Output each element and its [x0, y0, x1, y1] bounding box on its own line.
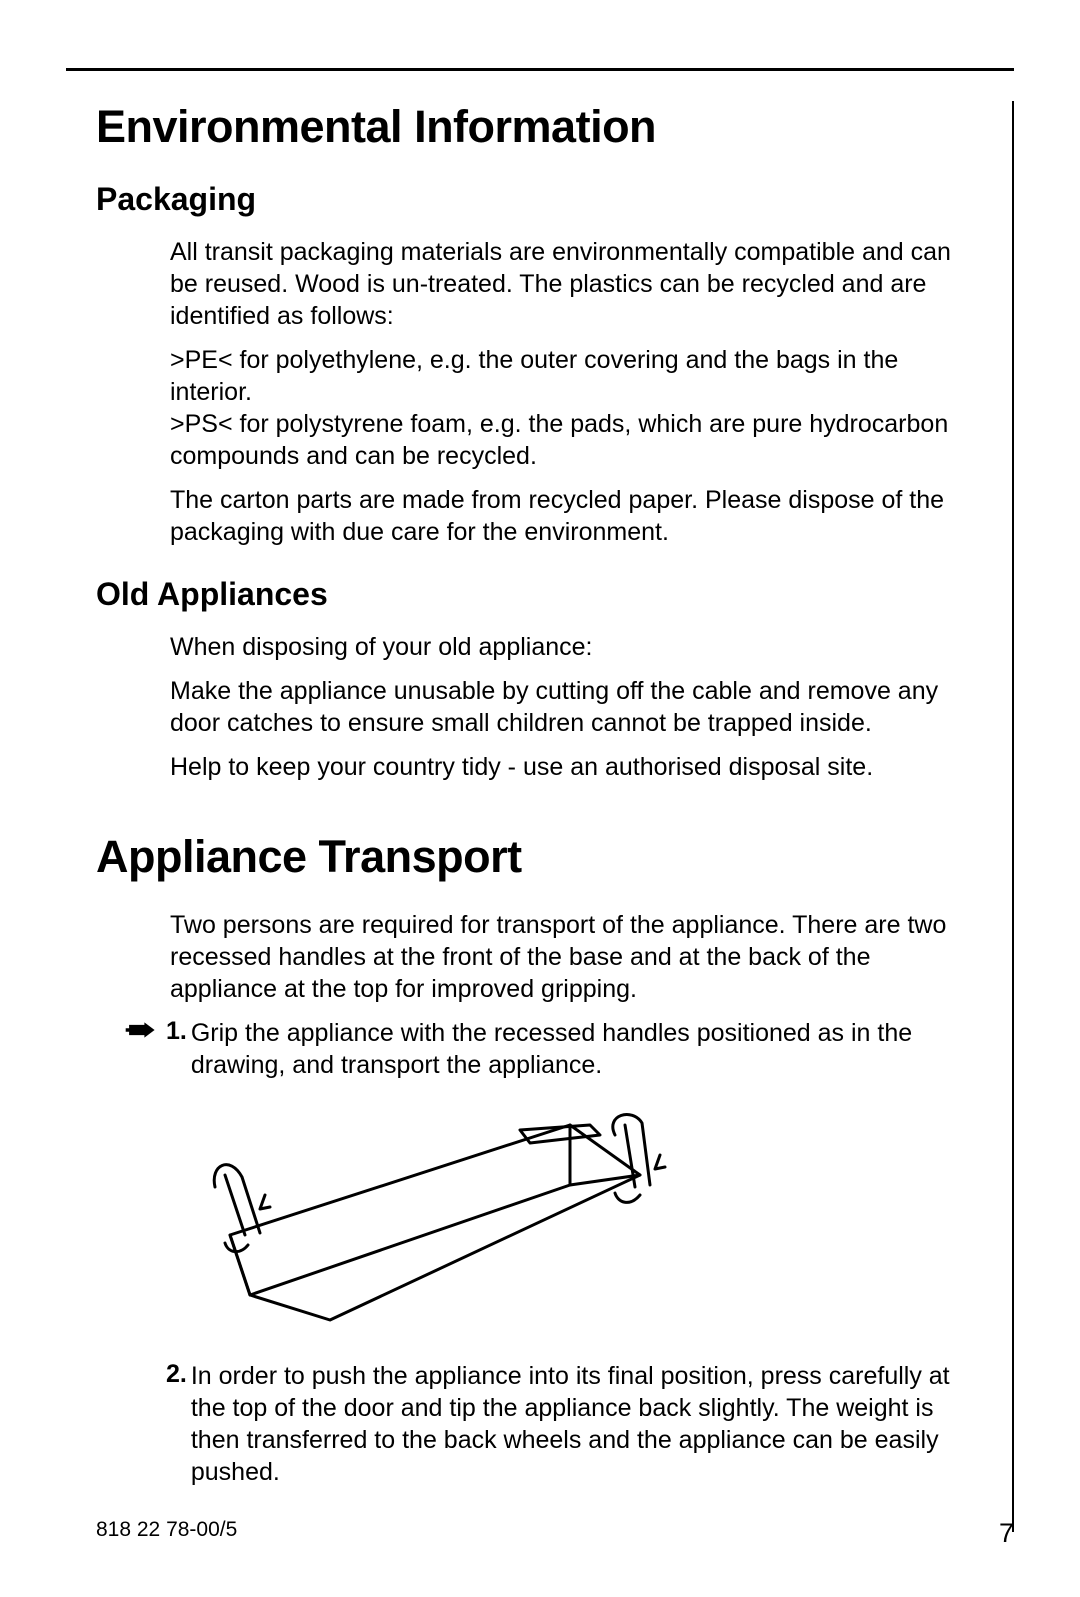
footer-doc-code: 818 22 78-00/5 — [96, 1518, 237, 1549]
step-2-number: 2. — [166, 1360, 191, 1389]
packaging-paragraph-1: All transit packaging materials are envi… — [170, 236, 972, 332]
transport-drawing — [170, 1095, 972, 1340]
packaging-paragraph-2: >PE< for polyethylene, e.g. the outer co… — [170, 344, 972, 408]
old-appliances-paragraph-1: When disposing of your old appliance: — [170, 631, 972, 663]
subheading-packaging: Packaging — [96, 181, 972, 218]
packaging-paragraph-3: >PS< for polystyrene foam, e.g. the pads… — [170, 408, 972, 472]
transport-intro: Two persons are required for transport o… — [170, 909, 972, 1005]
page-footer: 818 22 78-00/5 7 — [96, 1518, 1014, 1549]
step-1-text: Grip the appliance with the recessed han… — [191, 1017, 972, 1081]
page-frame: Environmental Information Packaging All … — [66, 68, 1014, 1532]
subheading-old-appliances: Old Appliances — [96, 576, 972, 613]
footer-page-number: 7 — [999, 1518, 1014, 1549]
heading-environmental: Environmental Information — [96, 101, 972, 153]
step-1-row: 1. Grip the appliance with the recessed … — [66, 1017, 972, 1081]
step-2-row: 2. In order to push the appliance into i… — [66, 1360, 972, 1488]
old-appliances-paragraph-3: Help to keep your country tidy - use an … — [170, 751, 972, 783]
heading-appliance-transport: Appliance Transport — [96, 831, 972, 883]
old-appliances-paragraph-2: Make the appliance unusable by cutting o… — [170, 675, 972, 739]
step-2-text: In order to push the appliance into its … — [191, 1360, 972, 1488]
pointing-hand-icon — [66, 1017, 166, 1041]
packaging-paragraph-4: The carton parts are made from recycled … — [170, 484, 972, 548]
content-column: Environmental Information Packaging All … — [66, 101, 1014, 1532]
step-1-number: 1. — [166, 1017, 191, 1046]
